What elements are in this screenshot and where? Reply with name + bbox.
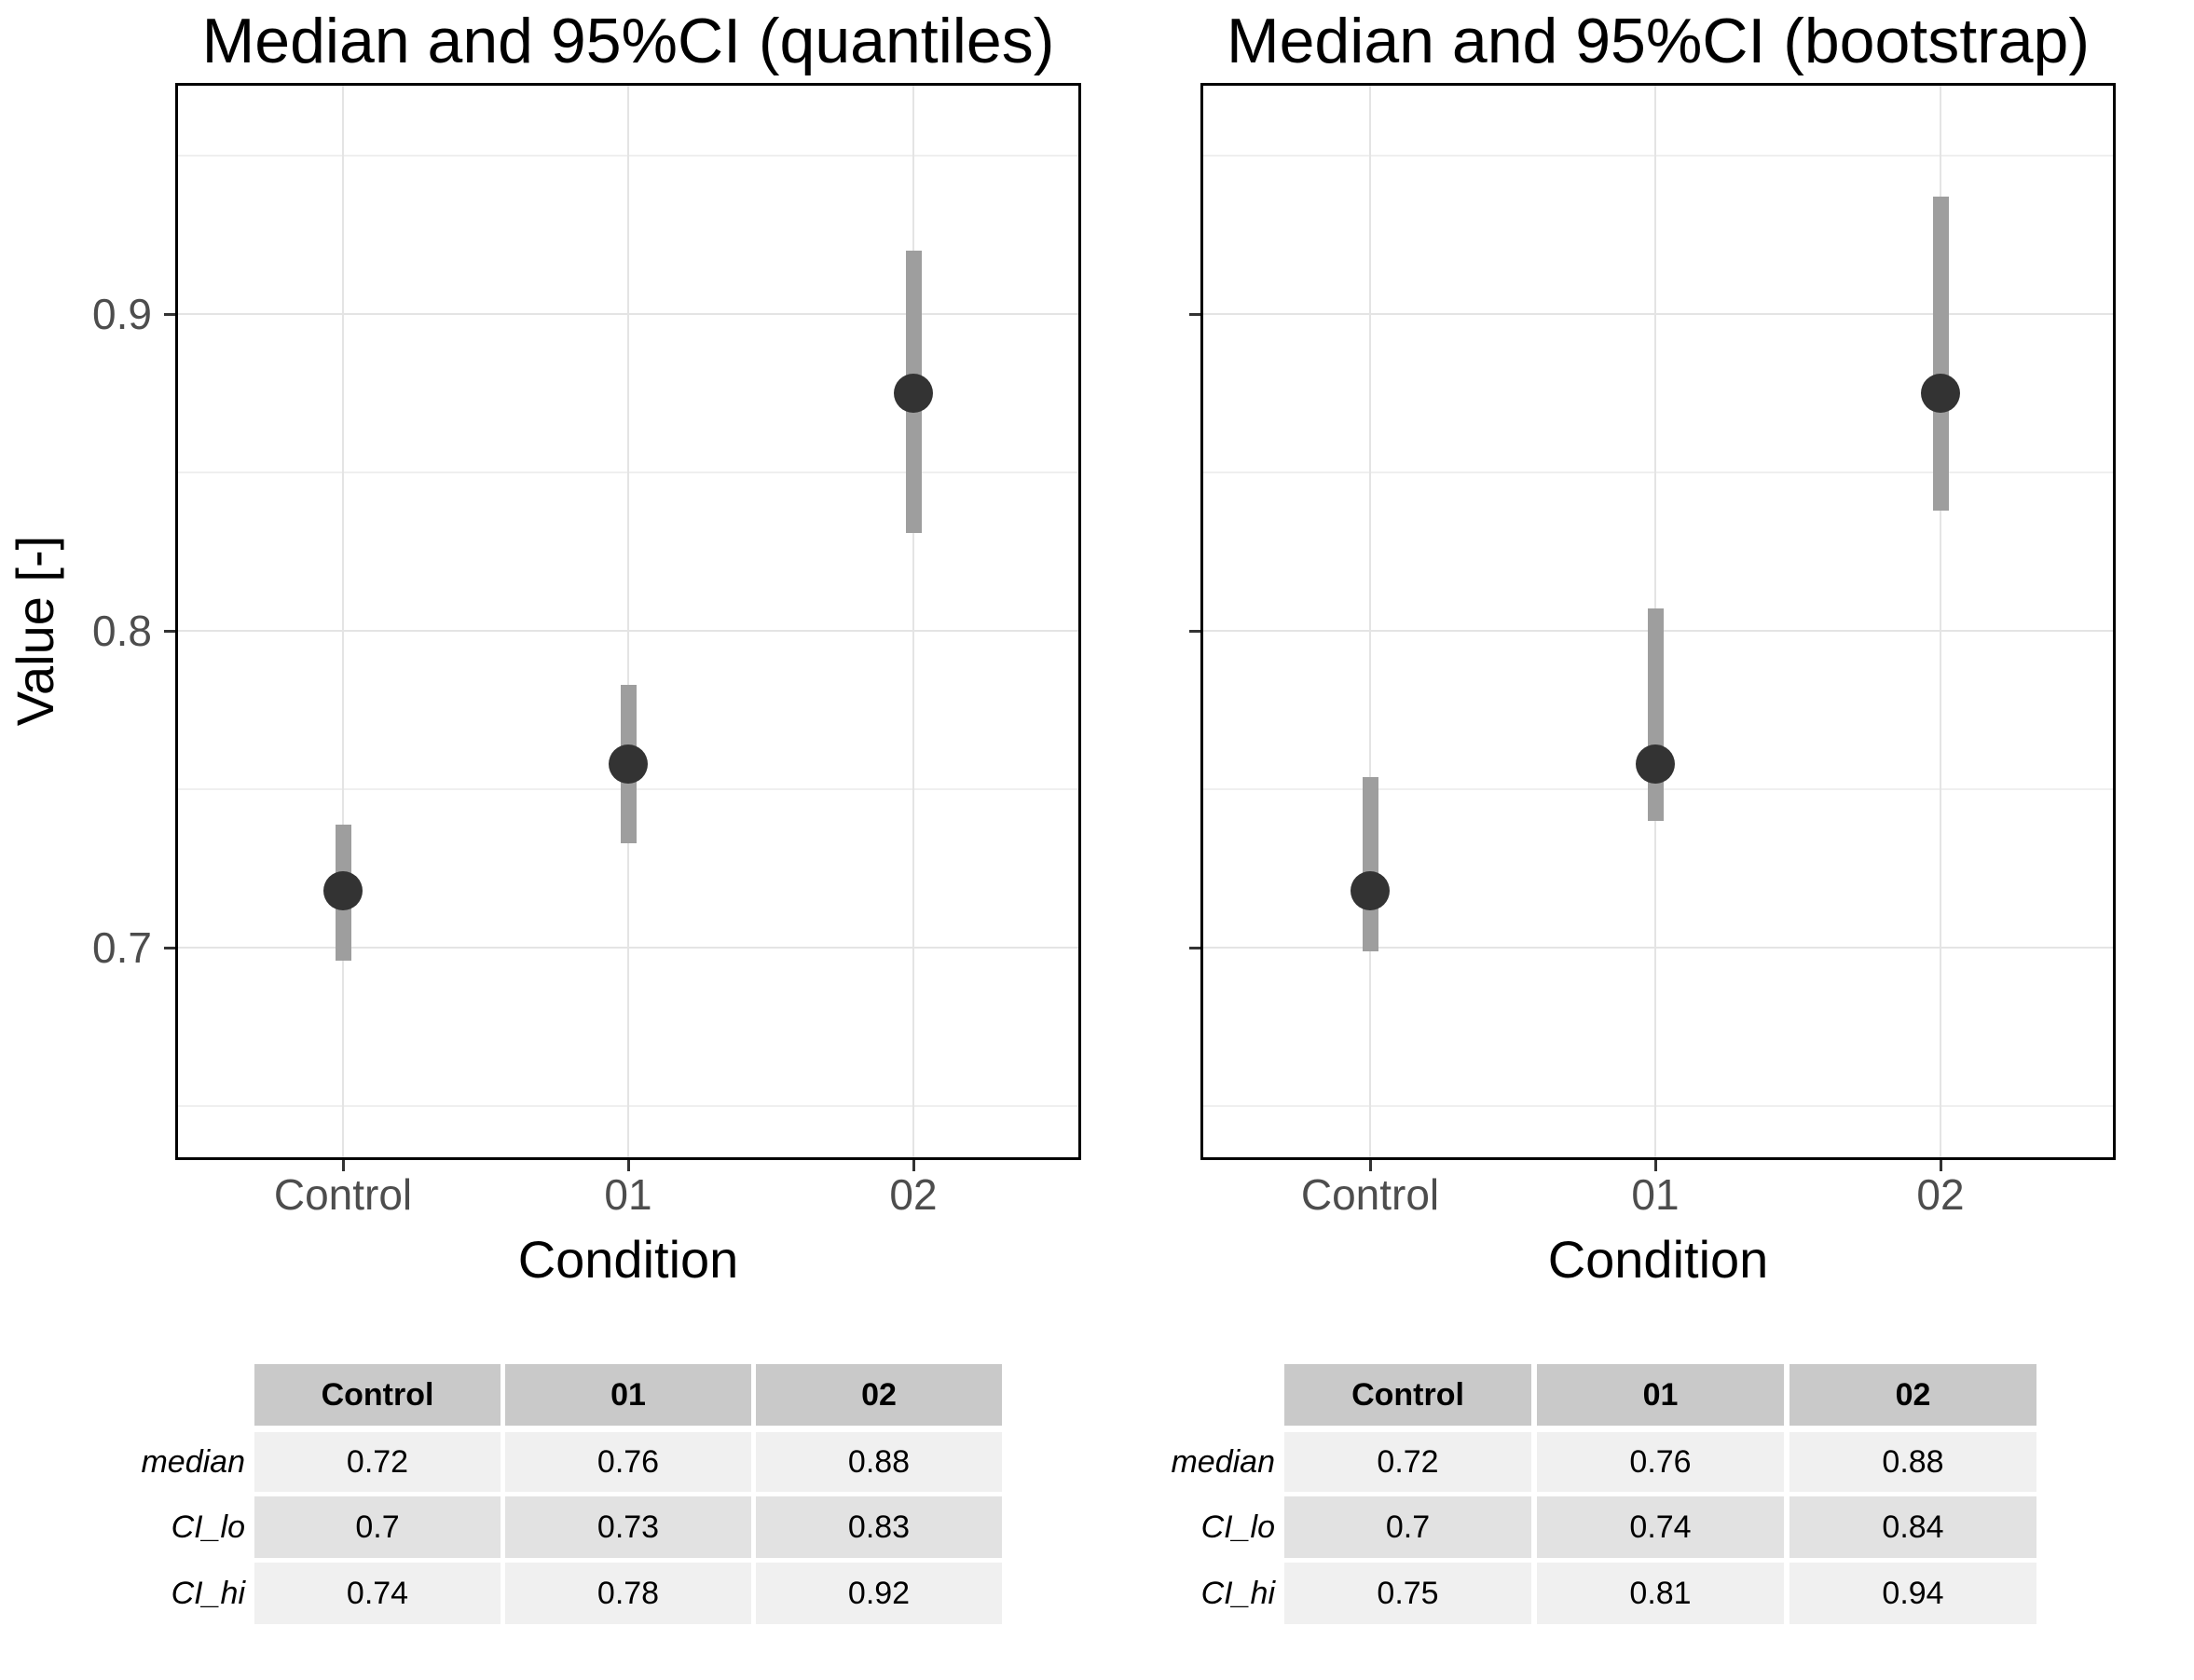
- table-header-cell: 02: [756, 1364, 1002, 1426]
- table-value-cell: 0.88: [1789, 1432, 2036, 1492]
- table-value-cell: 0.76: [1537, 1432, 1784, 1492]
- x-axis-tick: [1653, 1160, 1657, 1171]
- plot-title-bootstrap: Median and 95%CI (bootstrap): [1226, 6, 2091, 76]
- median-point-01: [609, 744, 648, 784]
- y-axis-tick: [1189, 629, 1200, 633]
- table-value-cell: 0.76: [505, 1432, 751, 1492]
- table-value-cell: 0.74: [1537, 1496, 1784, 1558]
- y-tick-label: 0.9: [92, 290, 152, 339]
- gridline-minor-y: [1203, 155, 2113, 157]
- y-axis-tick: [164, 312, 175, 316]
- gridline-minor-y: [1203, 471, 2113, 474]
- x-axis-tick: [1368, 1160, 1372, 1171]
- x-axis-title-left: Condition: [517, 1230, 739, 1289]
- error-bar-control: [1362, 776, 1378, 951]
- x-tick-label: Control: [1300, 1170, 1440, 1219]
- table-header-cell: Control: [254, 1364, 501, 1426]
- x-tick-label: 01: [1631, 1170, 1680, 1219]
- table-value-cell: 0.72: [254, 1432, 501, 1492]
- table-value-cell: 0.94: [1789, 1563, 2036, 1624]
- x-tick-label: 02: [1916, 1170, 1965, 1219]
- gridline-major-y: [1203, 947, 2113, 949]
- x-tick-label: Control: [273, 1170, 413, 1219]
- gridline-major-x: [627, 86, 629, 1157]
- median-point-02: [1921, 374, 1960, 414]
- y-tick-label: 0.8: [92, 607, 152, 656]
- table-row-label: CI_hi: [1200, 1575, 1275, 1611]
- plot-panel-quantiles: [175, 83, 1081, 1160]
- gridline-major-x: [912, 86, 914, 1157]
- y-axis-tick: [1189, 946, 1200, 949]
- table-row-label: median: [1171, 1443, 1275, 1480]
- y-axis-tick: [1189, 312, 1200, 316]
- gridline-major-x: [342, 86, 344, 1157]
- median-point-02: [894, 374, 933, 414]
- x-axis-tick: [912, 1160, 915, 1171]
- plot-title-quantiles: Median and 95%CI (quantiles): [201, 6, 1055, 76]
- error-bar-02: [1932, 197, 1949, 511]
- x-axis-tick: [626, 1160, 630, 1171]
- table-value-cell: 0.92: [756, 1563, 1002, 1624]
- table-value-cell: 0.7: [254, 1496, 501, 1558]
- x-axis-tick: [341, 1160, 345, 1171]
- y-tick-label: 0.7: [92, 923, 152, 973]
- x-axis-tick: [1939, 1160, 1942, 1171]
- table-value-cell: 0.73: [505, 1496, 751, 1558]
- gridline-major-x: [1940, 86, 1941, 1157]
- table-header-cell: 01: [505, 1364, 751, 1426]
- x-axis-title-right: Condition: [1547, 1230, 1769, 1289]
- table-value-cell: 0.72: [1284, 1432, 1531, 1492]
- table-value-cell: 0.88: [756, 1432, 1002, 1492]
- gridline-major-y: [1203, 313, 2113, 316]
- table-value-cell: 0.74: [254, 1563, 501, 1624]
- table-row-label: median: [141, 1443, 245, 1480]
- y-axis-tick: [164, 946, 175, 949]
- median-point-control: [323, 871, 363, 910]
- table-row-label: CI_lo: [171, 1509, 245, 1545]
- table-value-cell: 0.78: [505, 1563, 751, 1624]
- table-value-cell: 0.84: [1789, 1496, 2036, 1558]
- table-value-cell: 0.75: [1284, 1563, 1531, 1624]
- table-row-label: CI_hi: [171, 1575, 245, 1611]
- x-tick-label: 02: [889, 1170, 938, 1219]
- table-header-cell: 02: [1789, 1364, 2036, 1426]
- x-tick-label: 01: [604, 1170, 652, 1219]
- median-point-01: [1636, 744, 1675, 784]
- table-value-cell: 0.81: [1537, 1563, 1784, 1624]
- table-value-cell: 0.7: [1284, 1496, 1531, 1558]
- error-bar-01: [1647, 608, 1664, 822]
- table-row-label: CI_lo: [1200, 1509, 1275, 1545]
- gridline-minor-y: [1203, 1105, 2113, 1108]
- table-header-cell: 01: [1537, 1364, 1784, 1426]
- table-value-cell: 0.83: [756, 1496, 1002, 1558]
- median-point-control: [1351, 871, 1390, 910]
- y-axis-tick: [164, 629, 175, 633]
- gridline-major-x: [1369, 86, 1371, 1157]
- table-header-cell: Control: [1284, 1364, 1531, 1426]
